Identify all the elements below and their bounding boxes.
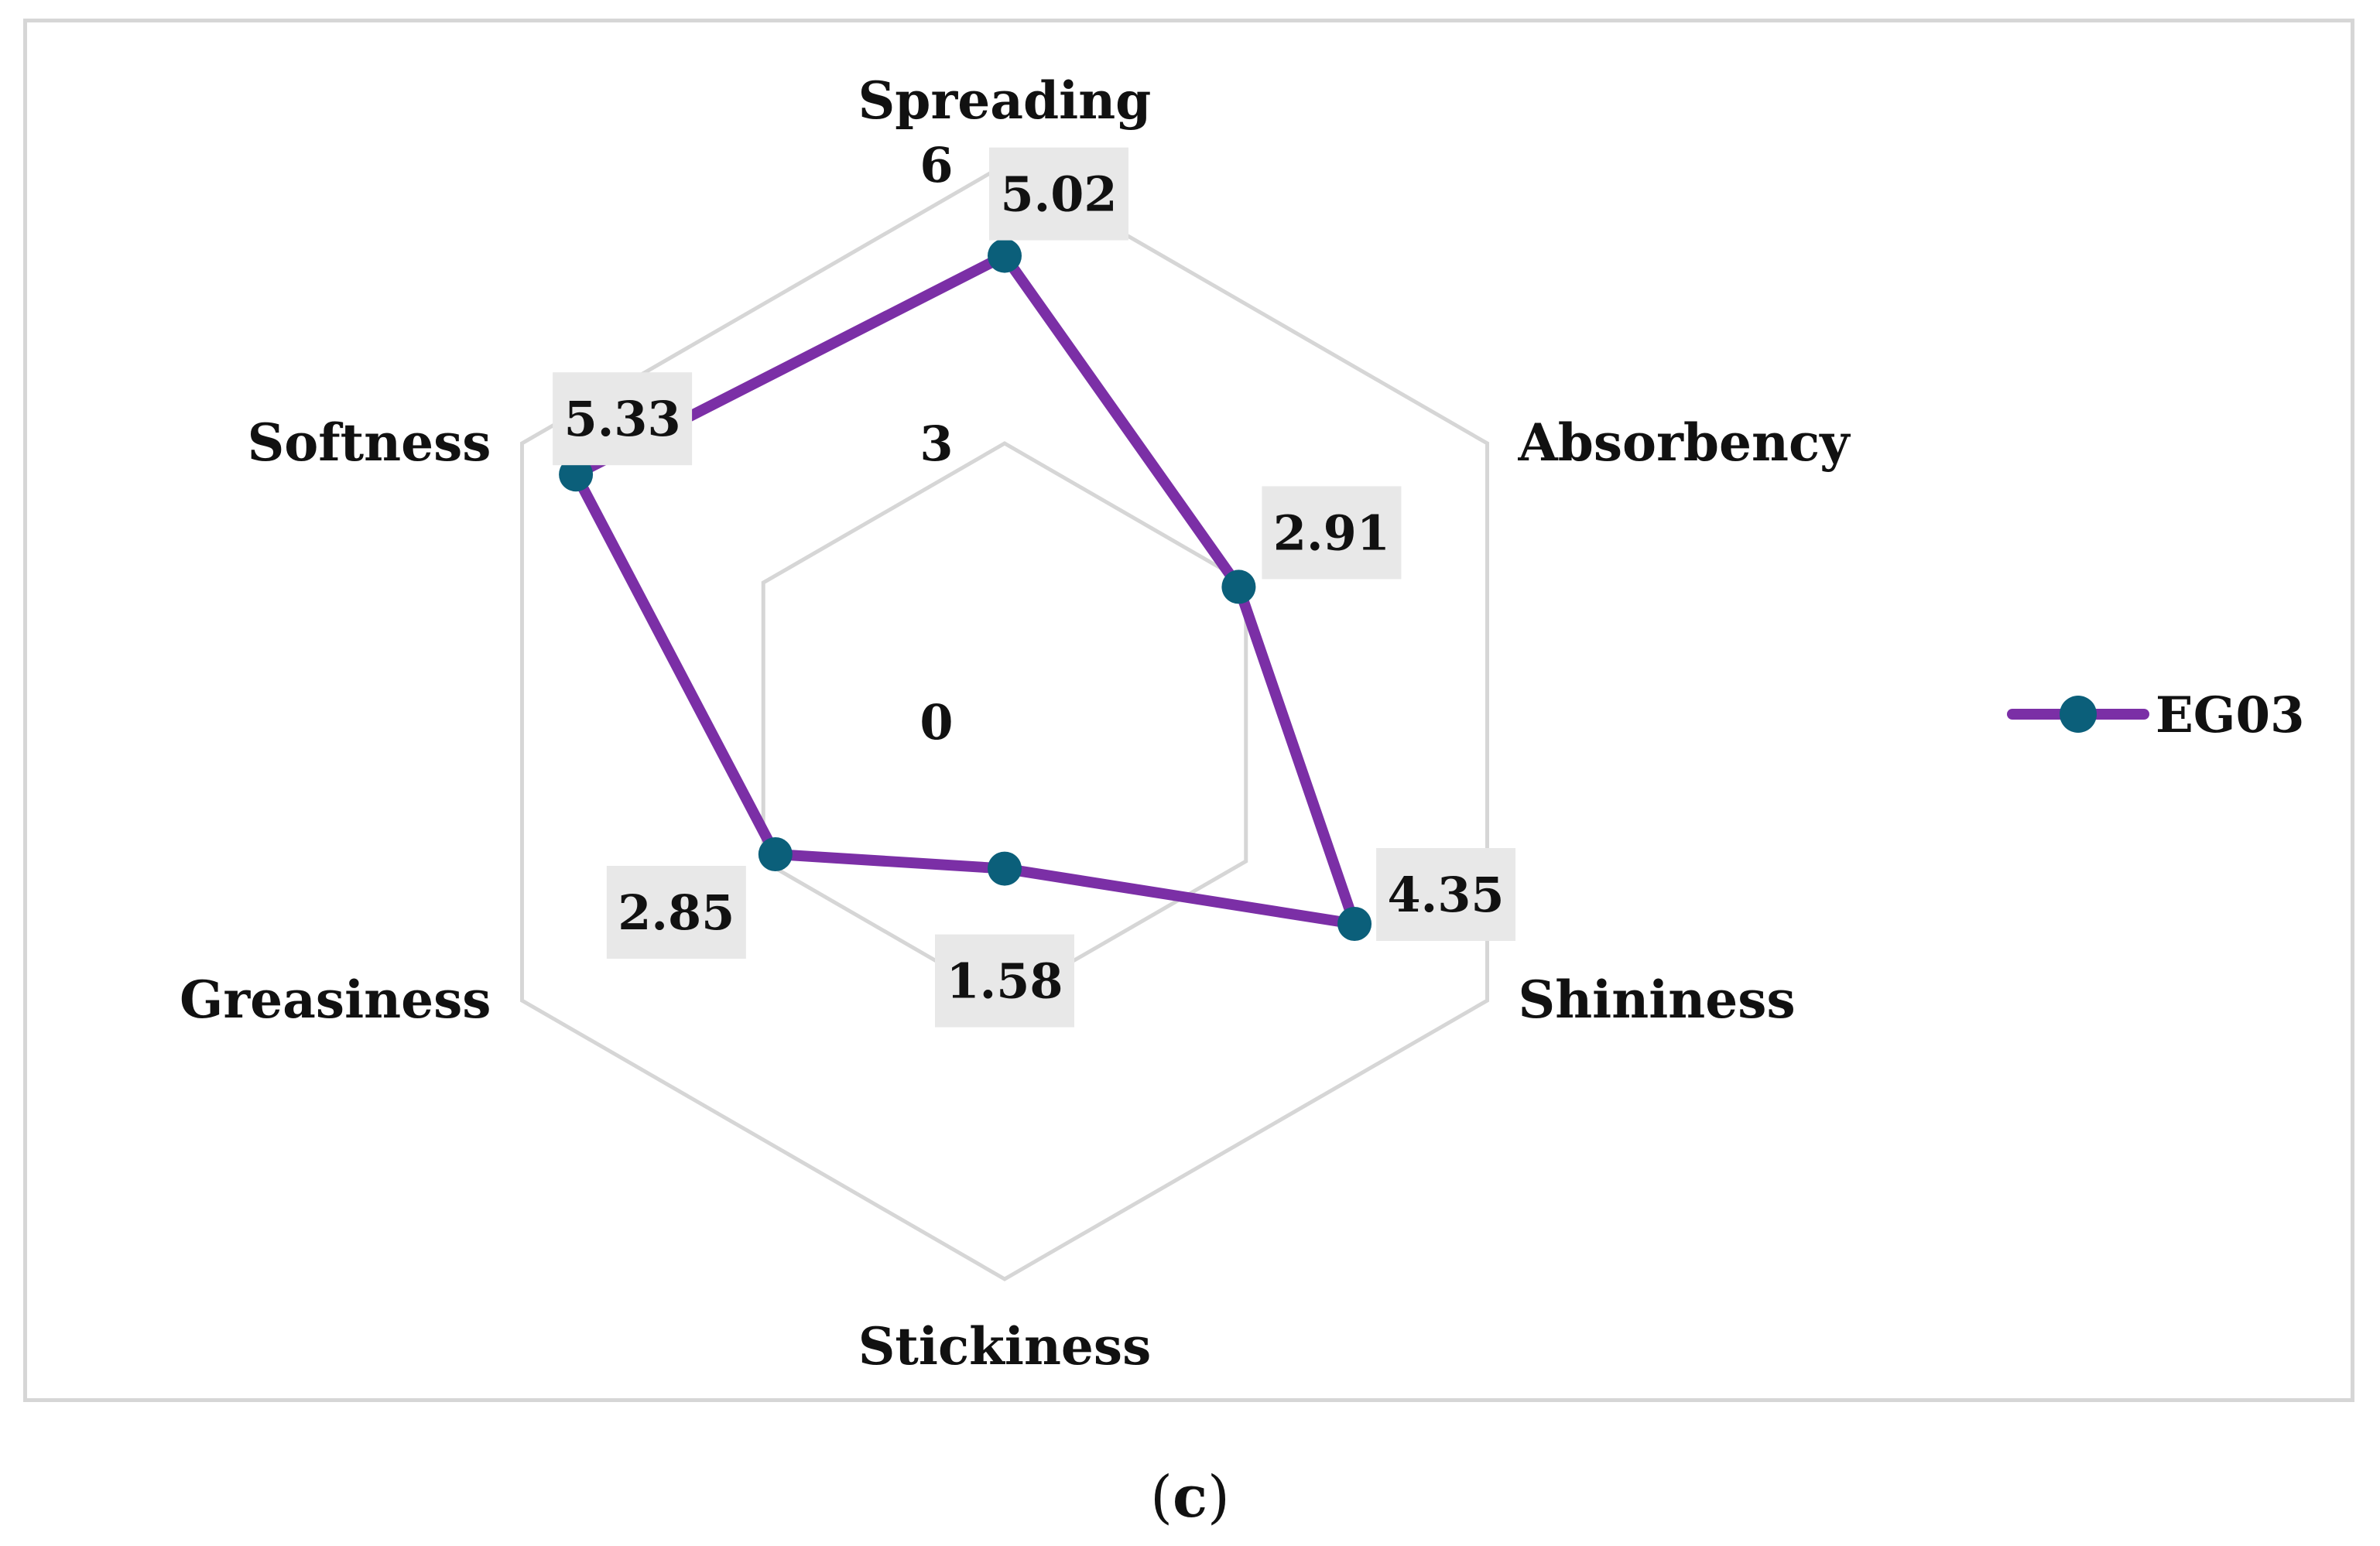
data-label-spreading: 5.02 [1000,166,1117,223]
data-point-shininess [1337,907,1371,941]
figure-caption: (c) [0,1469,2380,1526]
caption-open-paren: ( [1150,1464,1173,1531]
data-point-spreading [988,239,1022,273]
tick-label: 0 [919,694,953,751]
caption-close-paren: ) [1207,1464,1230,1531]
data-label-shininess: 4.35 [1388,867,1505,923]
legend-series-marker [2060,696,2097,733]
data-label-greasiness: 2.85 [618,884,735,941]
data-point-absorbency [1221,569,1255,604]
legend-series-label: EG03 [2156,686,2305,744]
axis-label-stickiness: Stickiness [858,1316,1152,1377]
caption-letter: c [1173,1464,1207,1531]
tick-label: 3 [919,416,953,472]
data-label-stickiness: 1.58 [946,953,1063,1010]
axis-label-softness: Softness [248,412,491,473]
radar-data-labels: 5.02 2.91 4.35 1.58 2.85 5.33 [553,148,1515,1028]
grid-ring-6 [522,165,1487,1279]
grid-ring-3 [763,443,1246,1000]
radar-series [559,239,1371,941]
legend: EG03 [2012,686,2305,744]
axis-label-spreading: Spreading [858,70,1152,131]
axis-label-greasiness: Greasiness [180,970,491,1030]
data-point-stickiness [988,852,1022,886]
radar-tick-labels: 0 3 6 [919,137,953,751]
data-label-softness: 5.33 [564,391,681,447]
axis-label-absorbency: Absorbency [1518,412,1851,473]
axis-label-shininess: Shininess [1519,970,1796,1030]
data-point-greasiness [759,837,793,871]
tick-label: 6 [919,137,953,193]
data-label-absorbency: 2.91 [1273,505,1390,561]
radar-grid [522,165,1487,1279]
